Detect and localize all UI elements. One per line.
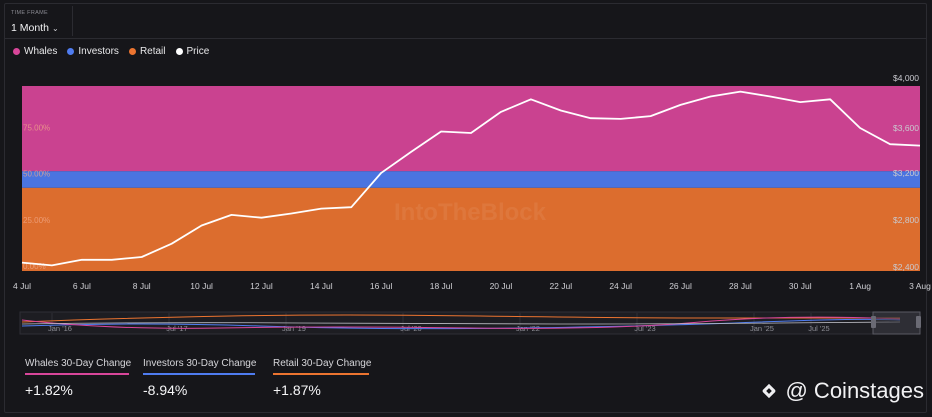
stat-label-investors: Investors 30-Day Change — [143, 358, 257, 369]
y-right-tick-label: $2,800 — [893, 215, 919, 225]
x-tick-label: 8 Jul — [133, 281, 151, 291]
navigator-label: Jul '23 — [634, 324, 655, 333]
x-tick-label: 4 Jul — [13, 281, 31, 291]
stat-underline-investors — [143, 373, 255, 375]
legend-dot-whales — [13, 48, 20, 55]
stat-investors: Investors 30-Day Change -8.94% — [143, 358, 263, 398]
legend-label-price: Price — [186, 46, 210, 57]
legend-item-whales[interactable]: Whales — [13, 46, 57, 57]
x-tick-label: 14 Jul — [310, 281, 333, 291]
navigator-selection — [872, 311, 921, 335]
area-investors — [22, 171, 920, 188]
legend-dot-investors — [67, 48, 75, 55]
x-tick-label: 22 Jul — [549, 281, 572, 291]
x-tick-label: 24 Jul — [609, 281, 632, 291]
header-divider — [5, 38, 926, 39]
x-tick-label: 16 Jul — [370, 281, 393, 291]
area-retail — [22, 187, 920, 271]
stat-underline-whales — [25, 373, 129, 375]
x-tick-label: 10 Jul — [190, 281, 213, 291]
x-tick-label: 20 Jul — [490, 281, 513, 291]
y-right-tick-label: $4,000 — [893, 73, 919, 83]
x-tick-label: 26 Jul — [669, 281, 692, 291]
y-right-tick-label: $3,600 — [893, 123, 919, 133]
navigator-price-line — [21, 321, 901, 325]
y-left-tick-label: 25.00% — [23, 216, 50, 225]
legend-label-whales: Whales — [24, 46, 58, 57]
x-tick-label: 18 Jul — [430, 281, 453, 291]
area-whales — [22, 86, 920, 172]
stat-label-retail: Retail 30-Day Change — [273, 358, 372, 369]
change-stats: Whales 30-Day Change +1.82% Investors 30… — [25, 358, 381, 398]
navigator-whales-line — [21, 316, 901, 329]
brand-watermark: @ Coinstages — [759, 378, 924, 404]
chevron-down-icon: ⌄ — [51, 24, 59, 33]
legend-dot-price — [175, 48, 183, 55]
chart-legend: Whales Investors Retail Price — [13, 46, 209, 57]
stat-value-retail: +1.87% — [273, 382, 321, 398]
y-right-tick-label: $3,200 — [893, 168, 919, 178]
y-left-tick-label: 0.00% — [23, 262, 46, 271]
legend-dot-retail — [128, 48, 136, 55]
x-tick-label: 1 Aug — [849, 281, 871, 291]
timeframe-label: TIME FRAME — [11, 10, 48, 16]
brand-text: @ Coinstages — [785, 378, 924, 403]
timeframe-value: 1 Month — [11, 22, 49, 34]
x-tick-label: 6 Jul — [73, 281, 91, 291]
navigator-label: Jan '25 — [750, 324, 774, 333]
y-right-tick-label: $2,400 — [893, 262, 919, 272]
legend-item-investors[interactable]: Investors — [67, 46, 119, 57]
stat-retail: Retail 30-Day Change +1.87% — [273, 358, 381, 398]
legend-label-investors: Investors — [78, 46, 119, 57]
x-tick-label: 12 Jul — [250, 281, 273, 291]
watermark-text: IntoTheBlock — [394, 199, 547, 226]
x-tick-label: 3 Aug — [909, 281, 931, 291]
legend-item-retail[interactable]: Retail — [128, 46, 166, 57]
binance-logo-icon — [762, 383, 777, 399]
y-left-tick-label: 75.00% — [23, 123, 50, 132]
stat-value-investors: -8.94% — [143, 382, 188, 398]
stat-value-whales: +1.82% — [25, 382, 73, 398]
stat-underline-retail — [273, 373, 369, 375]
legend-label-retail: Retail — [139, 46, 166, 57]
navigator-label: Jan '16 — [48, 324, 72, 333]
timeframe-selector[interactable]: TIME FRAME 1 Month ⌄ — [8, 6, 73, 36]
price-line — [21, 90, 921, 267]
navigator-handle-right — [916, 316, 921, 328]
y-left-tick-label: 50.00% — [23, 170, 50, 179]
navigator-label: Jul '25 — [808, 324, 829, 333]
timeframe-dropdown[interactable]: 1 Month ⌄ — [11, 22, 59, 34]
stat-label-whales: Whales 30-Day Change — [25, 358, 132, 369]
x-tick-label: 30 Jul — [789, 281, 812, 291]
navigator-handle-left — [871, 316, 876, 328]
chart-card — [4, 3, 927, 413]
navigator-label: Jan '19 — [282, 324, 306, 333]
stat-whales: Whales 30-Day Change +1.82% — [25, 358, 133, 398]
x-tick-label: 28 Jul — [729, 281, 752, 291]
legend-item-price[interactable]: Price — [175, 46, 210, 57]
